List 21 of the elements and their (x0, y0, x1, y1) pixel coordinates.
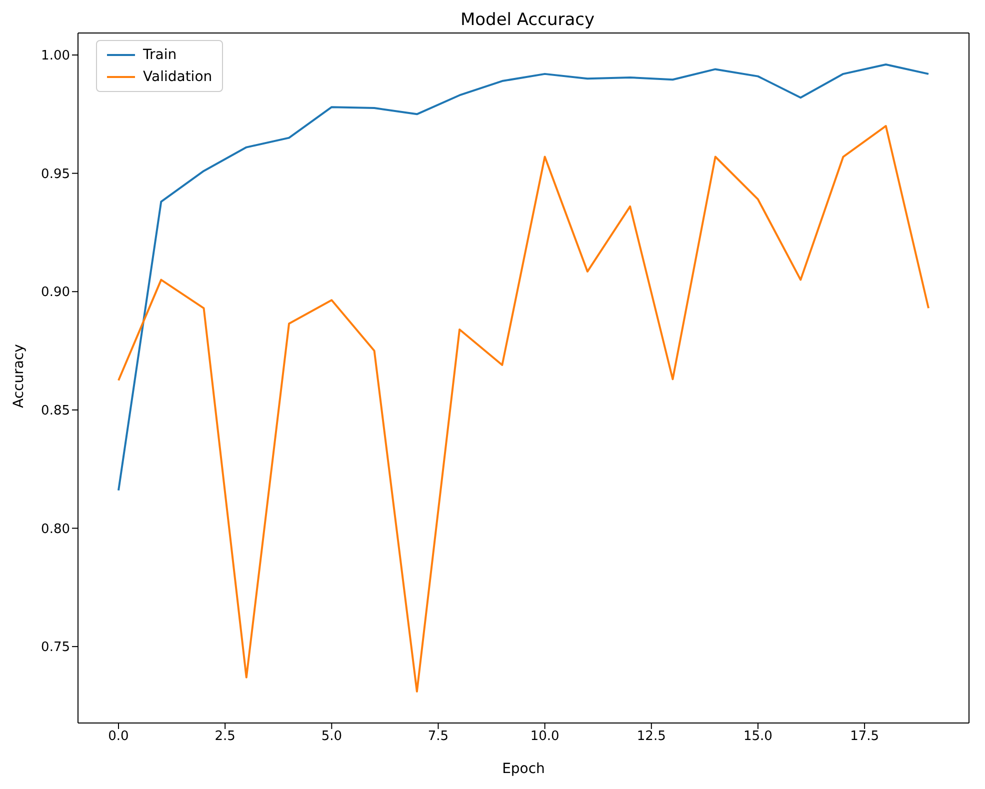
y-tick-label: 0.90 (41, 285, 70, 300)
chart-title: Model Accuracy (459, 10, 596, 30)
y-tick-label: 0.80 (41, 522, 70, 537)
x-tick-label: 15.0 (743, 729, 772, 744)
legend-label: Validation (143, 68, 212, 87)
y-tick-label: 0.95 (41, 166, 70, 182)
line-series (118, 63, 930, 492)
y-tick-label: 0.75 (41, 640, 70, 656)
x-tick-label: 2.5 (214, 729, 236, 744)
legend-label: Train (143, 46, 177, 65)
x-tick-label: 0.0 (108, 729, 129, 744)
x-tick-label: 10.0 (530, 729, 560, 744)
x-axis-title: Epoch (502, 761, 545, 777)
line-series (118, 124, 930, 693)
x-tick-label: 12.5 (636, 729, 666, 744)
x-tick-label: 5.0 (321, 729, 342, 744)
y-axis-title: Accuracy (10, 344, 27, 408)
x-tick-label: 7.5 (428, 729, 449, 744)
y-tick-label: 0.85 (41, 404, 70, 419)
y-tick-label: 1.00 (41, 48, 70, 64)
x-tick-label: 17.5 (850, 729, 880, 744)
